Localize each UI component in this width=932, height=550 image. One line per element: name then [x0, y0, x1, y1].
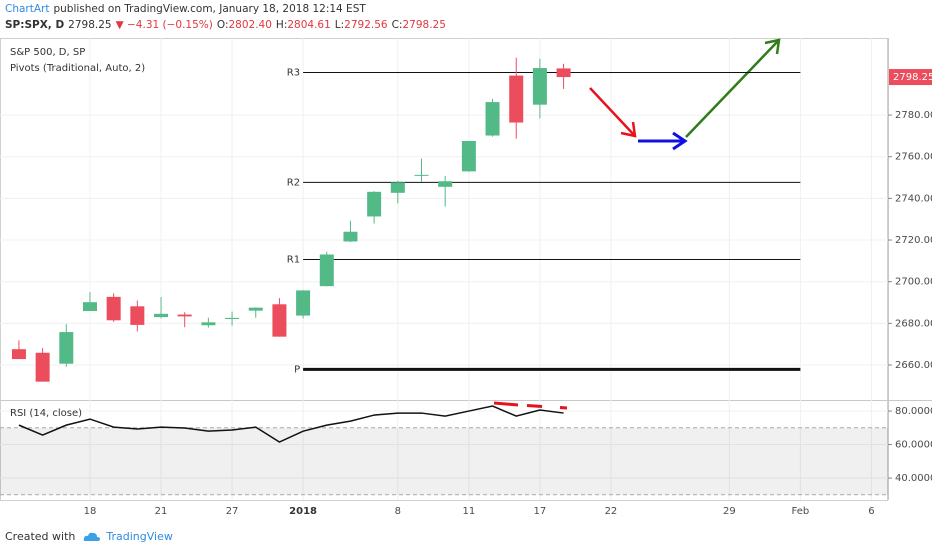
rsi-title: RSI (14, close): [10, 408, 82, 419]
candle-body: [11, 349, 26, 360]
x-tick-label: 17: [534, 506, 547, 517]
candle-body: [532, 68, 547, 105]
x-tick-label: 18: [84, 506, 97, 517]
candle-body: [225, 317, 240, 319]
brand[interactable]: TradingView: [106, 530, 173, 543]
y-tick-label: 2760.00: [895, 152, 932, 163]
pivots-title: Pivots (Traditional, Auto, 2): [10, 63, 145, 74]
h: 2804.61: [287, 19, 331, 31]
x-tick-label: 2018: [289, 506, 317, 517]
candle-body: [509, 75, 524, 123]
candle-body: [248, 307, 263, 311]
candle-body: [35, 352, 50, 382]
x-tick-label: 8: [395, 506, 401, 517]
publish-line: ChartArt published on TradingView.com, Ja…: [5, 3, 370, 15]
x-tick-label: 22: [605, 506, 618, 517]
o: 2802.40: [228, 19, 272, 31]
candle-body: [367, 191, 382, 217]
rsi-band: [0, 427, 888, 495]
l: 2792.56: [344, 19, 388, 31]
pivot-label: R3: [287, 67, 300, 78]
candle-body: [319, 254, 334, 287]
change: ▼ −4.31 (−0.15%): [115, 19, 213, 31]
pivot-label: R2: [287, 177, 300, 188]
candle-body: [485, 102, 500, 136]
last: 2798.25: [68, 19, 112, 31]
candle-body: [201, 322, 216, 326]
o-label: O:: [216, 19, 229, 31]
quote-line: SP:SPX, D 2798.25 ▼ −4.31 (−0.15%) O:2802.4…: [5, 19, 450, 31]
y-tick-label: 2680.00: [895, 318, 932, 329]
last-price-box: [889, 69, 932, 86]
y-tick-label: 40.0000: [895, 473, 932, 484]
y-tick-label: 2780.00: [895, 110, 932, 121]
candle-body: [343, 231, 358, 242]
created-with: Created with: [5, 530, 76, 543]
c-label: C:: [391, 19, 403, 31]
x-tick-label: 11: [462, 506, 475, 517]
rsi-divergence: [493, 401, 568, 410]
candle-body: [154, 313, 169, 318]
study-title: S&P 500, D, SP: [10, 47, 85, 58]
y-tick-label: 60.0000: [895, 440, 932, 451]
c: 2798.25: [402, 19, 446, 31]
candle-body: [106, 296, 121, 321]
y-tick-label: 2700.00: [895, 277, 932, 288]
candle-body: [390, 182, 405, 193]
candle-body: [461, 140, 476, 172]
x-tick-label: 29: [723, 506, 736, 517]
y-tick-label: 2660.00: [895, 360, 932, 371]
candle-body: [296, 290, 311, 316]
chart: S&P 500, D, SP Pivots (Traditional, Auto…: [0, 38, 932, 517]
logo: [83, 532, 100, 541]
h-label: H:: [275, 19, 288, 31]
candle-body: [59, 332, 74, 364]
candle-body: [130, 306, 145, 325]
x-tick-label: 21: [155, 506, 168, 517]
last-price-label: 2798.25: [893, 72, 932, 83]
x-tick-label: 27: [226, 506, 239, 517]
red-arrow: [589, 87, 637, 138]
x-tick-label: 6: [868, 506, 874, 517]
candle-body: [556, 68, 571, 78]
frame: [0, 38, 888, 501]
pivot-label: P: [294, 364, 300, 375]
symbol: SP:SPX, D: [5, 19, 65, 31]
candle-body: [82, 302, 97, 312]
grid: [0, 38, 888, 500]
y-tick-label: 80.0000: [895, 406, 932, 417]
l-label: L:: [334, 19, 345, 31]
blue-arrow: [638, 131, 688, 151]
candle-body: [272, 304, 287, 337]
pivot-label: R1: [287, 254, 300, 265]
candle-body: [177, 314, 192, 317]
rsi-line: [18, 405, 564, 443]
x-tick-label: Feb: [792, 506, 810, 517]
published: published on TradingView.com, January 18…: [53, 3, 366, 15]
author[interactable]: ChartArt: [5, 3, 50, 15]
candle-body: [414, 174, 429, 176]
footer: Created with TradingView: [5, 528, 173, 543]
candle-body: [438, 181, 453, 187]
green-arrow: [685, 38, 781, 138]
y-tick-label: 2740.00: [895, 193, 932, 204]
y-tick-label: 2720.00: [895, 235, 932, 246]
